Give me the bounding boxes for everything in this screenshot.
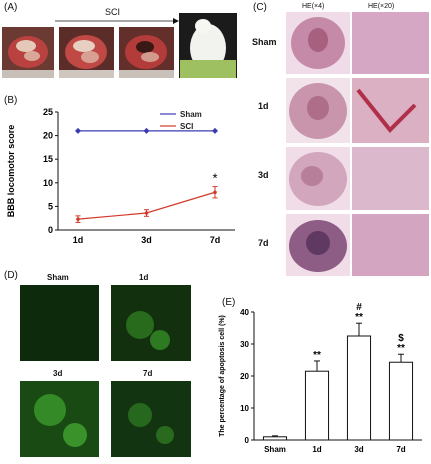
bar-1d [304, 370, 330, 441]
data-point [213, 190, 217, 195]
row-label-1d: 1d [258, 101, 269, 111]
y-tick-label: 40 [240, 308, 249, 317]
he-3d-20x [352, 147, 429, 210]
bar-7d [388, 361, 414, 441]
y-tick-label: 25 [43, 107, 53, 117]
bar-3d [346, 335, 372, 441]
bar-sham [262, 436, 288, 441]
panel-b-label: (B) [4, 95, 18, 106]
x-tick-label: 1d [73, 235, 84, 245]
sci-arrow-head [173, 18, 179, 24]
significance-marker: $ [398, 333, 404, 344]
y-tick-label: 20 [240, 372, 249, 381]
rat-surgery-photo-3 [119, 27, 174, 78]
row-label-sham: Sham [252, 37, 277, 47]
row-label-7d: 7d [258, 238, 269, 248]
data-point [75, 127, 81, 134]
y-axis-label: The percentage of apoptosis cell (%) [219, 315, 226, 437]
panel-d-label: (D) [4, 270, 18, 281]
he-7d-20x [352, 214, 429, 276]
fluorescence-grid [20, 285, 191, 457]
panel-c-label: (C) [253, 2, 267, 13]
significance-marker: ** [397, 343, 405, 354]
data-point [76, 217, 80, 221]
col-header-4x: HE(×4) [302, 3, 325, 10]
y-tick-label: 0 [245, 436, 250, 445]
panel-a-photos [2, 13, 237, 78]
he-1d-20x [352, 78, 429, 143]
y-tick-label: 15 [43, 154, 53, 164]
data-point [143, 127, 150, 134]
x-tick-label: 1d [312, 445, 321, 454]
y-axis-label: BBB locomotor score [6, 125, 16, 218]
x-tick-label: 7d [210, 235, 221, 245]
tile-label-3d: 3d [53, 369, 63, 378]
legend-label-sham: Sham [180, 110, 202, 119]
tunel-7d-image [111, 381, 191, 457]
panel-b-chart: 0 5 10 15 20 25 1d 3d 7d BBB locomotor score Sham S… [0, 100, 250, 260]
he-stain-grid [286, 12, 429, 276]
legend-label-sci: SCI [180, 122, 193, 131]
panel-d: Sham 1d 3d 7d [0, 270, 195, 459]
he-sham-20x [352, 12, 429, 74]
panel-e-label: (E) [222, 297, 236, 308]
y-tick-label: 10 [240, 404, 249, 413]
rat-surgery-photo-1 [2, 27, 54, 78]
tunel-1d-image [111, 285, 191, 361]
panel-e-chart: 0 10 20 30 40 The percentage of apoptosis cel… [210, 300, 431, 459]
significance-marker: ** [313, 350, 321, 361]
significance-marker: * [212, 171, 217, 186]
data-point [144, 211, 149, 215]
tunel-3d-image [20, 381, 99, 457]
rat-photo [179, 13, 237, 78]
x-tick-label: 7d [396, 445, 405, 454]
significance-marker: # [356, 302, 362, 313]
he-sham-4x [286, 12, 350, 74]
significance-marker: ** [355, 312, 363, 323]
row-label-3d: 3d [258, 170, 269, 180]
x-tick-label: Sham [264, 445, 286, 454]
sci-arrow-label: SCI [105, 7, 121, 17]
x-tick-label: 3d [354, 445, 363, 454]
bbb-score-chart: 0 5 10 15 20 25 1d 3d 7d BBB locomotor score Sham S… [6, 107, 235, 245]
tile-label-sham: Sham [47, 273, 69, 282]
y-tick-label: 10 [43, 178, 53, 188]
he-3d-4x [286, 147, 350, 210]
col-header-20x: HE(×20) [368, 3, 395, 10]
apoptosis-bar-chart: 0 10 20 30 40 The percentage of apoptosis cel… [219, 302, 422, 454]
x-tick-label: 3d [141, 235, 152, 245]
y-tick-label: 20 [43, 131, 53, 141]
he-7d-4x [286, 214, 350, 276]
panel-a-label: (A) [4, 2, 18, 13]
y-tick-label: 0 [48, 225, 53, 235]
y-tick-label: 5 [48, 201, 53, 211]
he-1d-4x [286, 78, 350, 143]
panel-a: SCI [0, 0, 250, 90]
y-tick-label: 30 [240, 340, 249, 349]
tunel-sham-image [20, 285, 99, 361]
tile-label-1d: 1d [139, 273, 149, 282]
data-point [212, 127, 218, 134]
rat-surgery-photo-2 [59, 27, 114, 78]
tile-label-7d: 7d [143, 369, 153, 378]
panel-c: HE(×4) HE(×20) Sham 1d 3d 7d [250, 0, 431, 278]
